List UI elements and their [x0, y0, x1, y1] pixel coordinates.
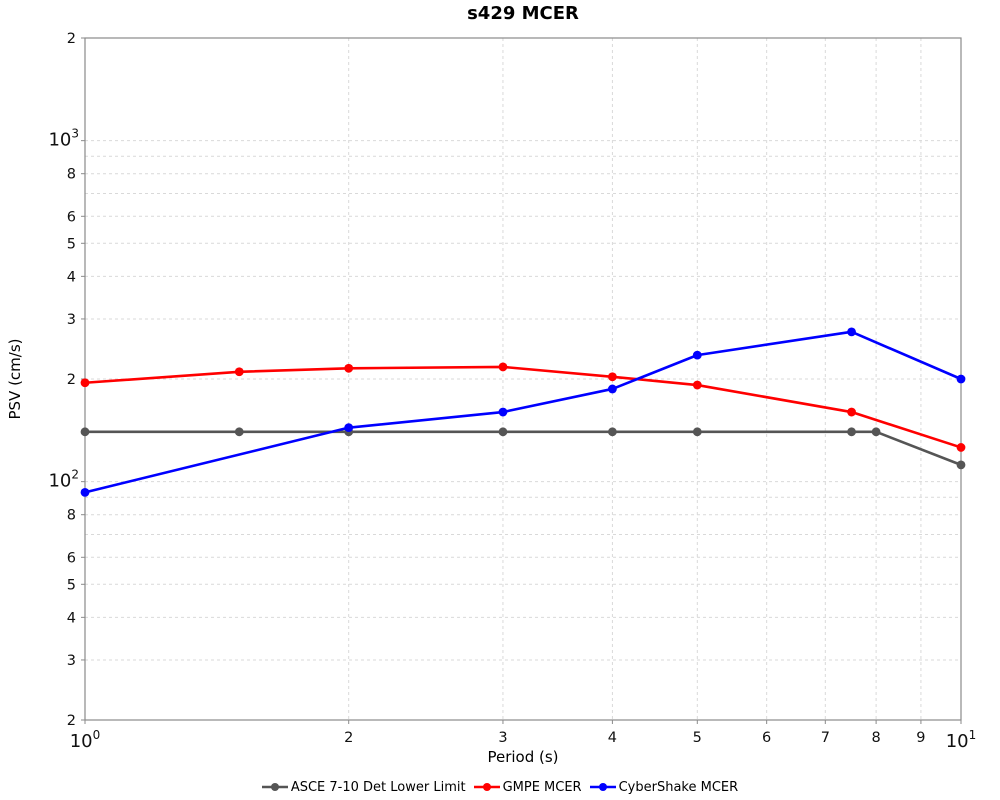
y-tick-label: 4 — [67, 269, 76, 285]
data-point-marker — [234, 427, 244, 437]
data-point-marker — [847, 407, 856, 417]
x-tick-label: 2 — [344, 730, 353, 746]
chart-title: s429 MCER — [467, 3, 579, 24]
x-tick-label: 101 — [946, 728, 977, 752]
data-point-marker — [847, 327, 856, 337]
y-tick-label: 6 — [67, 209, 76, 225]
data-point-marker — [234, 367, 244, 377]
x-axis-title: Period (s) — [487, 748, 559, 766]
y-tick-label: 6 — [67, 550, 76, 566]
legend-marker-line-dot-icon — [473, 783, 500, 791]
data-point-marker — [956, 443, 966, 452]
legend-label: ASCE 7-10 Det Lower Limit — [290, 779, 466, 795]
legend-item-asce: ASCE 7-10 Det Lower Limit — [261, 779, 466, 795]
data-point-marker — [80, 378, 90, 388]
y-tick-label: 2 — [67, 31, 76, 47]
y-tick-label: 3 — [67, 312, 76, 328]
legend-item-gmpe: GMPE MCER — [473, 779, 582, 795]
y-tick-label: 5 — [67, 236, 76, 252]
legend-label: CyberShake MCER — [618, 779, 739, 795]
legend-marker-line-dot-icon — [589, 783, 616, 791]
data-point-marker — [871, 427, 881, 437]
data-point-marker — [608, 427, 617, 437]
data-point-marker — [498, 427, 508, 437]
y-tick-label: 102 — [48, 468, 79, 492]
data-point-marker — [344, 363, 354, 373]
data-point-marker — [692, 380, 702, 390]
legend-label: GMPE MCER — [502, 779, 582, 795]
data-point-marker — [608, 372, 617, 382]
data-point-marker — [344, 423, 354, 433]
y-tick-label: 5 — [67, 577, 76, 593]
data-point-marker — [80, 487, 90, 497]
data-point-marker — [80, 427, 90, 437]
y-tick-label: 3 — [67, 653, 76, 669]
y-tick-label: 8 — [67, 508, 76, 524]
data-point-marker — [608, 384, 617, 394]
x-tick-label: 4 — [608, 730, 617, 746]
y-tick-label: 103 — [48, 127, 79, 151]
data-point-marker — [692, 350, 702, 360]
y-tick-label: 2 — [67, 713, 76, 729]
series-line — [84, 330, 962, 494]
x-tick-label: 6 — [762, 730, 771, 746]
y-tick-label: 4 — [67, 610, 76, 626]
y-axis-title: PSV (cm/s) — [6, 338, 24, 420]
data-point-marker — [498, 362, 508, 372]
y-tick-label: 8 — [67, 167, 76, 183]
x-tick-label: 9 — [916, 730, 925, 746]
legend-marker-line-dot-icon — [261, 783, 288, 791]
data-point-marker — [956, 460, 966, 470]
x-tick-label: 100 — [70, 728, 101, 752]
x-tick-label: 8 — [871, 730, 880, 746]
chart-legend: ASCE 7-10 Det Lower Limit GMPE MCER Cybe… — [0, 777, 1000, 797]
data-point-marker — [498, 407, 508, 417]
y-tick-label: 2 — [67, 372, 76, 388]
x-tick-label: 7 — [821, 730, 830, 746]
data-point-marker — [956, 374, 966, 384]
series-line — [84, 365, 962, 449]
legend-item-cybershake: CyberShake MCER — [589, 779, 739, 795]
data-point-marker — [847, 427, 856, 437]
x-tick-label: 5 — [693, 730, 702, 746]
x-tick-label: 3 — [498, 730, 507, 746]
data-point-marker — [692, 427, 702, 437]
